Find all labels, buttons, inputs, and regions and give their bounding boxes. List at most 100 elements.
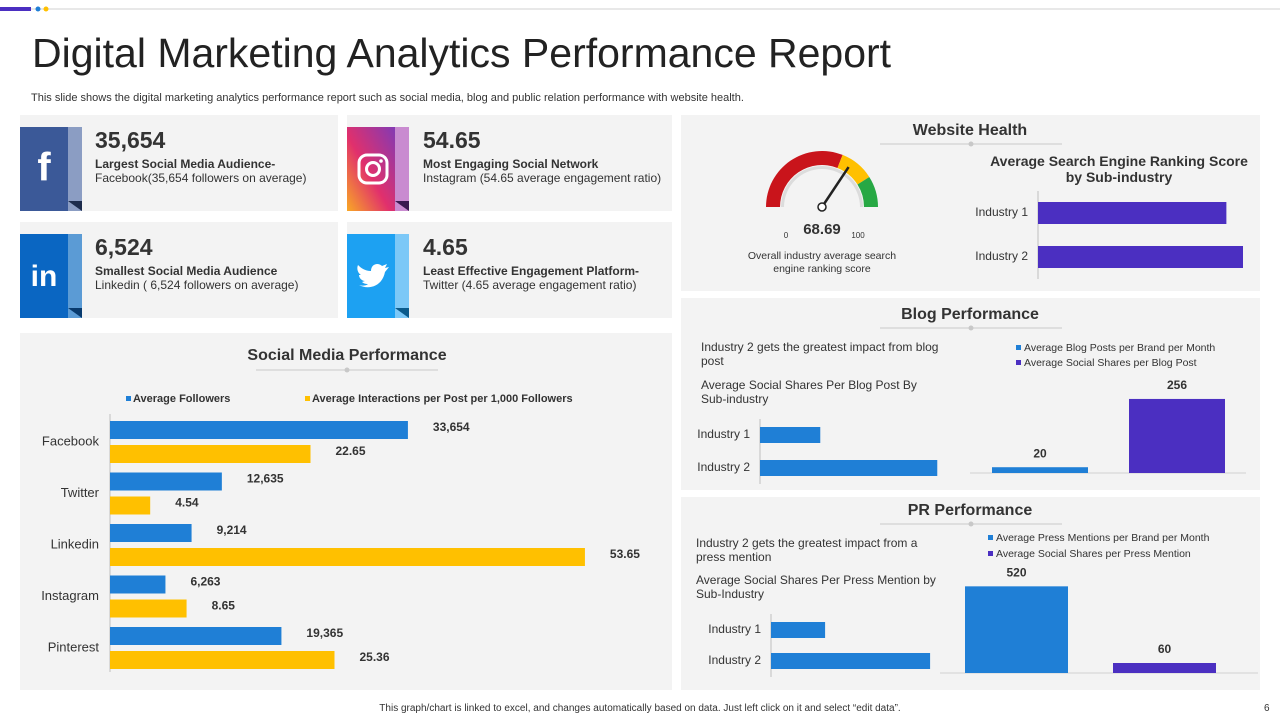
bar (110, 599, 187, 618)
category-label: Industry 2 (708, 653, 761, 667)
facebook-icon: f (20, 127, 82, 211)
kpi-desc: Twitter (4.65 average engagement ratio) (423, 278, 637, 292)
legend-label: Average Blog Posts per Brand per Month (1024, 342, 1215, 354)
bar (110, 524, 192, 542)
gauge-needle (820, 166, 850, 208)
value-label: 256 (1167, 378, 1187, 392)
category-label: Instagram (41, 588, 99, 603)
bar (1113, 663, 1216, 673)
kpi-label: Least Effective Engagement Platform- (423, 264, 640, 278)
slide-subtitle: This slide shows the digital marketing a… (31, 92, 744, 104)
gauge-hub (817, 202, 827, 212)
kpi-label: Largest Social Media Audience- (95, 157, 276, 171)
legend-label: Average Interactions per Post per 1,000 … (312, 393, 573, 405)
bar (771, 622, 826, 638)
panel-title: Website Health (913, 122, 1027, 139)
bar (110, 548, 585, 566)
top-dot (43, 6, 49, 12)
kpi-value: 4.65 (423, 234, 468, 260)
bar (760, 460, 938, 476)
gauge-band (837, 154, 870, 185)
category-label: Pinterest (48, 639, 100, 654)
top-accent (0, 7, 31, 11)
category-label: Facebook (42, 433, 100, 448)
chart-subtitle: Average Social Shares Per Blog Post By S… (701, 378, 917, 406)
bar (1038, 246, 1243, 268)
svg-text:in: in (31, 260, 58, 293)
bar (110, 445, 311, 463)
annotation: Industry 2 gets the greatest impact from… (696, 536, 918, 564)
chart-subtitle: Average Social Shares Per Press Mention … (696, 573, 936, 601)
legend-label: Average Social Shares per Blog Post (1024, 357, 1197, 369)
slide-title: Digital Marketing Analytics Performance … (32, 30, 892, 76)
bar (110, 651, 335, 669)
value-label: 520 (1006, 566, 1026, 580)
gauge-tick-label: 100 (851, 231, 865, 240)
kpi-value: 6,524 (95, 234, 153, 260)
legend-swatch (1016, 360, 1021, 365)
value-label: 33,654 (433, 420, 470, 434)
kpi-label: Smallest Social Media Audience (95, 264, 278, 278)
legend-label: Average Press Mentions per Brand per Mon… (996, 532, 1210, 544)
legend-swatch (305, 396, 310, 401)
value-label: 60 (1158, 642, 1172, 656)
bar (760, 427, 821, 443)
legend-label: Average Social Shares per Press Mention (996, 548, 1191, 560)
bar (110, 496, 151, 515)
category-label: Linkedin (51, 536, 99, 551)
value-label: 8.65 (212, 599, 236, 613)
value-label: 6,263 (190, 575, 220, 589)
legend-swatch (988, 551, 993, 556)
panel-title: Blog Performance (901, 306, 1039, 323)
bar (110, 627, 282, 645)
bar (771, 653, 931, 669)
bar (992, 467, 1088, 473)
bar (110, 472, 222, 491)
gauge-caption: Overall industry average search engine r… (747, 250, 897, 275)
value-label: 22.65 (336, 444, 366, 458)
gauge-band (857, 176, 878, 207)
category-label: Industry 1 (975, 205, 1028, 219)
gauge-band (766, 150, 843, 207)
bar (110, 575, 166, 594)
value-label: 12,635 (247, 472, 284, 486)
category-label: Industry 2 (975, 249, 1028, 263)
value-label: 20 (1033, 446, 1047, 460)
page-number: 6 (1264, 703, 1270, 714)
top-dot (35, 6, 41, 12)
twitter-icon (347, 234, 409, 318)
kpi-desc: Linkedin ( 6,524 followers on average) (95, 278, 299, 292)
value-label: 19,365 (306, 626, 343, 640)
gauge-tick-label: 0 (784, 231, 789, 240)
panel-title: PR Performance (908, 502, 1033, 519)
panel-title: Social Media Performance (247, 347, 446, 364)
linkedin-icon: in (20, 234, 82, 318)
value-label: 4.54 (175, 496, 199, 510)
bar (1129, 398, 1225, 473)
chart-title: Average Search Engine Ranking Score by S… (990, 153, 1248, 185)
bar (965, 586, 1068, 673)
legend-label: Average Followers (133, 393, 230, 405)
legend-swatch (1016, 345, 1021, 350)
value-label: 25.36 (359, 650, 389, 664)
category-label: Industry 1 (708, 622, 761, 636)
footer-note: This graph/chart is linked to excel, and… (379, 703, 901, 714)
bar (110, 421, 408, 439)
annotation: Industry 2 gets the greatest impact from… (701, 340, 939, 368)
category-label: Twitter (61, 485, 100, 500)
category-label: Industry 2 (697, 460, 750, 474)
svg-text:f: f (37, 146, 51, 190)
kpi-desc: Instagram (54.65 average engagement rati… (423, 171, 662, 185)
kpi-label: Most Engaging Social Network (423, 157, 599, 171)
bar (1038, 202, 1227, 224)
gauge-value: 68.69 (803, 221, 841, 238)
title-dot (344, 141, 974, 527)
instagram-icon (347, 127, 409, 211)
value-label: 53.65 (610, 547, 640, 561)
legend-swatch (988, 535, 993, 540)
value-label: 9,214 (217, 523, 247, 537)
category-label: Industry 1 (697, 427, 750, 441)
kpi-value: 54.65 (423, 127, 481, 153)
